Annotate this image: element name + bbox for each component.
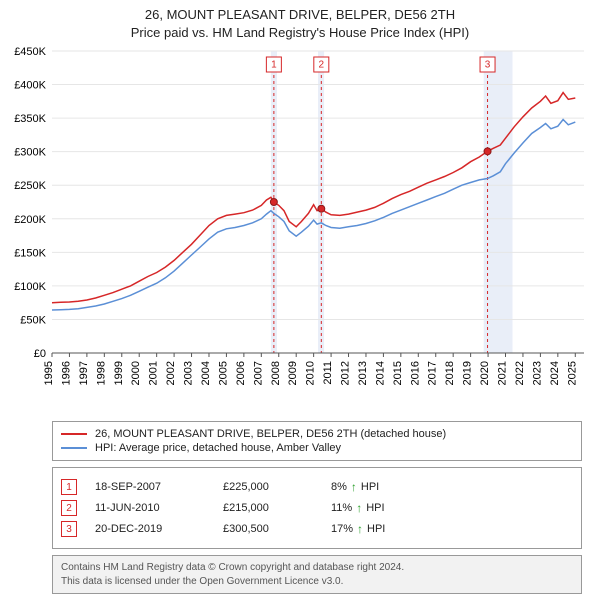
svg-text:2023: 2023 <box>531 361 543 385</box>
legend-swatch <box>61 433 87 435</box>
sale-delta-pct: 17% <box>331 523 353 535</box>
legend-label: HPI: Average price, detached house, Ambe… <box>95 442 341 454</box>
sale-delta-suffix: HPI <box>361 481 379 493</box>
legend-swatch <box>61 447 87 449</box>
arrow-up-icon: ↑ <box>351 480 357 494</box>
legend-row: HPI: Average price, detached house, Ambe… <box>61 442 573 454</box>
svg-text:2022: 2022 <box>514 361 526 385</box>
svg-text:2004: 2004 <box>200 361 212 385</box>
svg-text:£400K: £400K <box>14 80 46 92</box>
svg-text:2000: 2000 <box>130 361 142 385</box>
svg-text:2002: 2002 <box>165 361 177 385</box>
sales-table: 118-SEP-2007£225,0008%↑HPI211-JUN-2010£2… <box>52 467 582 549</box>
sale-date: 11-JUN-2010 <box>95 502 205 514</box>
svg-text:1: 1 <box>271 60 277 71</box>
svg-text:2007: 2007 <box>252 361 264 385</box>
sale-date: 20-DEC-2019 <box>95 523 205 535</box>
sale-delta: 11% ↑ HPI <box>331 501 385 515</box>
svg-text:2005: 2005 <box>217 361 229 385</box>
sale-date: 18-SEP-2007 <box>95 481 205 493</box>
sale-chip: 3 <box>61 521 77 537</box>
svg-text:2017: 2017 <box>427 361 439 385</box>
sale-chip: 2 <box>61 500 77 516</box>
sale-row: 2 11-JUN-2010 £215,000 11% ↑ HPI <box>61 500 573 516</box>
svg-text:2025: 2025 <box>566 361 578 385</box>
arrow-up-icon: ↑ <box>357 522 363 536</box>
sale-price: £215,000 <box>223 502 313 514</box>
attribution: Contains HM Land Registry data © Crown c… <box>52 555 582 594</box>
svg-text:2021: 2021 <box>497 361 509 385</box>
svg-text:1996: 1996 <box>60 361 72 385</box>
svg-text:1995: 1995 <box>43 361 55 385</box>
legend-row: 26, MOUNT PLEASANT DRIVE, BELPER, DE56 2… <box>61 428 573 440</box>
svg-text:2012: 2012 <box>340 361 352 385</box>
svg-text:1998: 1998 <box>95 361 107 385</box>
attrib-line1: Contains HM Land Registry data © Crown c… <box>61 561 573 575</box>
sale-chip: 1 <box>61 479 77 495</box>
svg-text:2006: 2006 <box>235 361 247 385</box>
svg-text:2013: 2013 <box>357 361 369 385</box>
sale-price: £300,500 <box>223 523 313 535</box>
svg-text:2009: 2009 <box>287 361 299 385</box>
title-subtitle: Price paid vs. HM Land Registry's House … <box>8 24 592 42</box>
svg-text:2018: 2018 <box>444 361 456 385</box>
svg-text:2016: 2016 <box>409 361 421 385</box>
sale-delta: 17% ↑ HPI <box>331 522 385 536</box>
sale-delta: 8% ↑ HPI <box>331 480 379 494</box>
svg-text:£50K: £50K <box>20 315 46 327</box>
svg-text:3: 3 <box>485 60 491 71</box>
attrib-line2: This data is licensed under the Open Gov… <box>61 575 573 589</box>
svg-text:2015: 2015 <box>392 361 404 385</box>
svg-text:£350K: £350K <box>14 113 46 125</box>
sale-delta-pct: 8% <box>331 481 347 493</box>
svg-text:2001: 2001 <box>148 361 160 385</box>
svg-text:£100K: £100K <box>14 281 46 293</box>
svg-text:2010: 2010 <box>305 361 317 385</box>
svg-text:2024: 2024 <box>549 361 561 385</box>
sale-row: 3 20-DEC-2019 £300,500 17% ↑ HPI <box>61 521 573 537</box>
sale-delta-pct: 11% <box>331 502 352 514</box>
svg-text:£300K: £300K <box>14 147 46 159</box>
legend: 26, MOUNT PLEASANT DRIVE, BELPER, DE56 2… <box>52 421 582 461</box>
sale-price: £225,000 <box>223 481 313 493</box>
svg-text:£150K: £150K <box>14 247 46 259</box>
sale-delta-suffix: HPI <box>366 502 384 514</box>
svg-text:2008: 2008 <box>270 361 282 385</box>
svg-text:2011: 2011 <box>322 361 334 385</box>
svg-text:1997: 1997 <box>78 361 90 385</box>
svg-text:2014: 2014 <box>374 361 386 385</box>
title-address: 26, MOUNT PLEASANT DRIVE, BELPER, DE56 2… <box>8 6 592 24</box>
legend-label: 26, MOUNT PLEASANT DRIVE, BELPER, DE56 2… <box>95 428 446 440</box>
line-chart: £0 £50K £100K £150K £200K £250K £300K £350K £400… <box>8 45 592 415</box>
svg-text:£200K: £200K <box>14 214 46 226</box>
svg-text:£250K: £250K <box>14 180 46 192</box>
sale-delta-suffix: HPI <box>367 523 385 535</box>
svg-text:2019: 2019 <box>462 361 474 385</box>
chart-title: 26, MOUNT PLEASANT DRIVE, BELPER, DE56 2… <box>8 6 592 41</box>
sale-row: 1 18-SEP-2007 £225,000 8% ↑ HPI <box>61 479 573 495</box>
svg-text:2003: 2003 <box>183 361 195 385</box>
chart-svg: £0 £50K £100K £150K £200K £250K £300K £350K £400… <box>8 45 592 415</box>
svg-text:£450K: £450K <box>14 46 46 58</box>
svg-text:2020: 2020 <box>479 361 491 385</box>
svg-text:£0: £0 <box>34 348 46 360</box>
arrow-up-icon: ↑ <box>356 501 362 515</box>
svg-text:1999: 1999 <box>113 361 125 385</box>
svg-text:2: 2 <box>319 60 325 71</box>
